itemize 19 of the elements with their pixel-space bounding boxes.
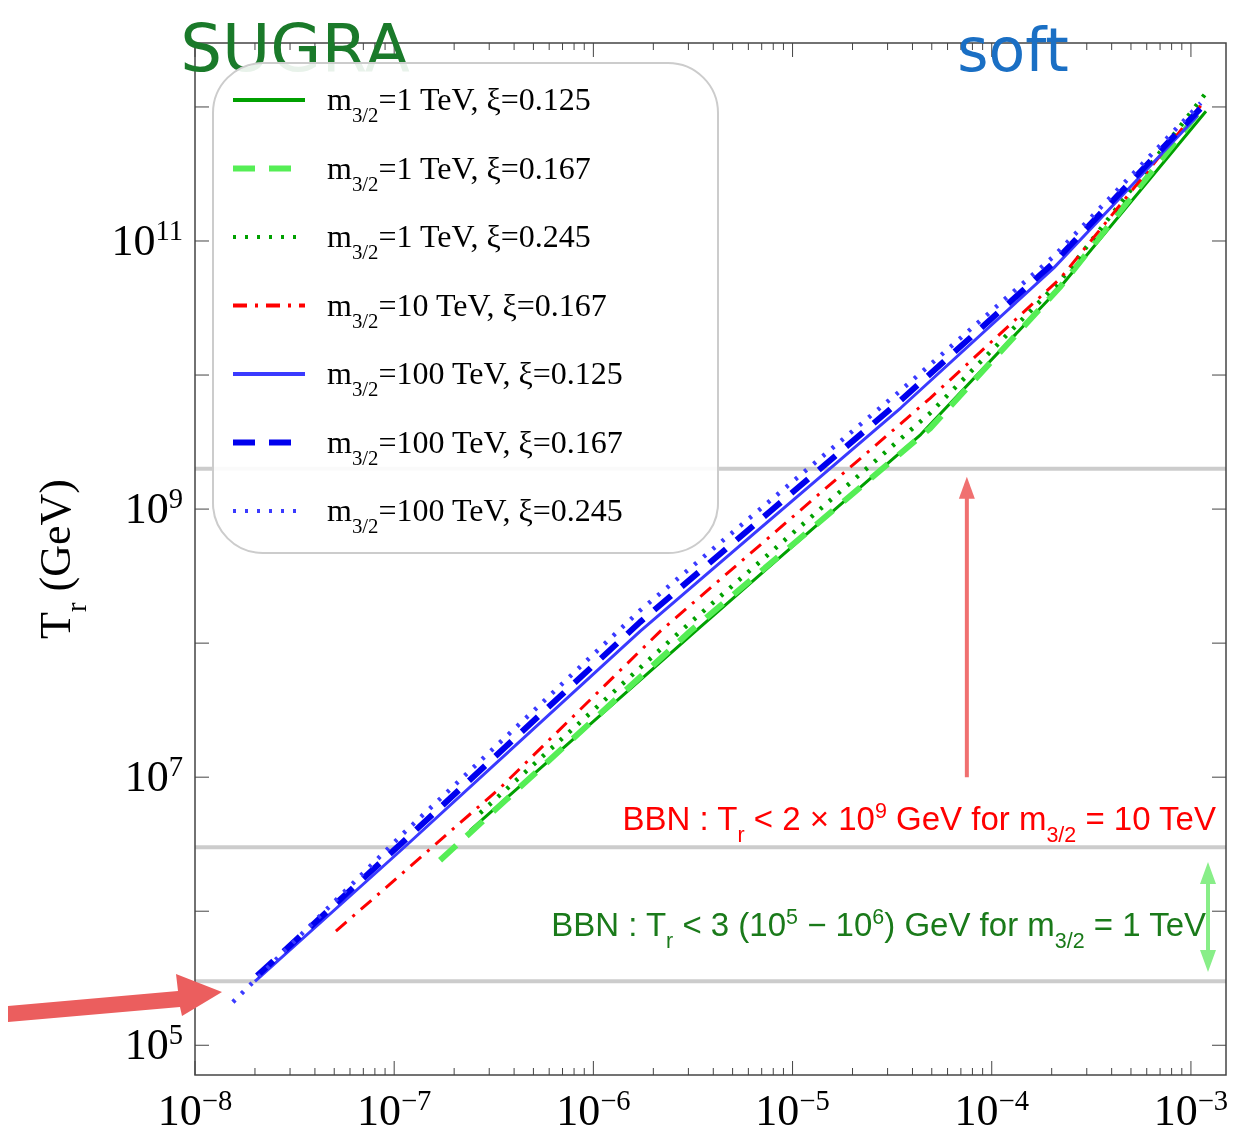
legend-label: m$_{3/2}$=1 TeV, ξ=0.245 <box>327 218 591 263</box>
y-tick-label: 10$^{5}$ <box>124 1018 183 1070</box>
x-tick-label: 10$^{−5}$ <box>755 1084 830 1135</box>
y-tick-label: 10$^{7}$ <box>124 750 183 802</box>
x-tick-label: 10$^{−6}$ <box>556 1084 631 1135</box>
x-tick-label: 10$^{−7}$ <box>356 1084 432 1135</box>
x-tick-label: 10$^{−3}$ <box>1153 1084 1229 1135</box>
legend-label: m$_{3/2}$=1 TeV, ξ=0.125 <box>327 81 591 126</box>
legend-label: m$_{3/2}$=100 TeV, ξ=0.245 <box>327 492 623 537</box>
y-tick-label: 10$^{9}$ <box>124 482 183 534</box>
text: BBN : T$_{r}$ < 3 (10$^{5}$ − 10$^{6}$) GeV for m$_{3/2}$ = 1 TeV <box>551 905 1206 953</box>
annotation: BBN : T$_{r}$ < 2 × 10$^{9}$ GeV for m$_{3/2}$ = 10 TeV <box>622 799 1216 847</box>
x-tick-label: 10$^{−4}$ <box>954 1084 1029 1135</box>
y-tick-label: 10$^{11}$ <box>111 214 183 265</box>
legend-label: m$_{3/2}$=100 TeV, ξ=0.125 <box>327 355 623 400</box>
legend-label: m$_{3/2}$=10 TeV, ξ=0.167 <box>327 286 607 331</box>
legend-label: m$_{3/2}$=1 TeV, ξ=0.167 <box>327 149 591 194</box>
x-tick-label: 10$^{−8}$ <box>157 1084 233 1135</box>
legend-label: m$_{3/2}$=100 TeV, ξ=0.167 <box>327 423 623 468</box>
